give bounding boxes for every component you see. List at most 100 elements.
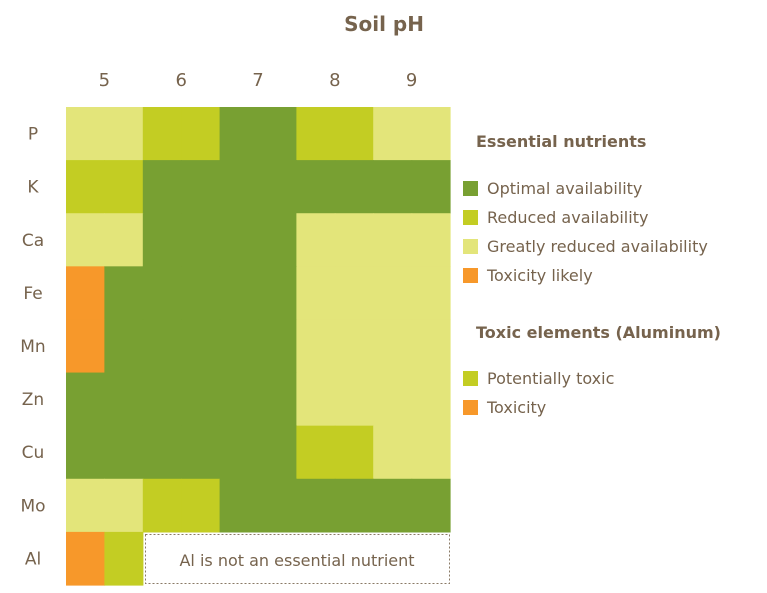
legend-swatch xyxy=(463,180,478,196)
cell-ca-greatly_reduced xyxy=(66,213,105,267)
cell-mn-optimal xyxy=(181,319,221,374)
x-tick-label: 8 xyxy=(329,70,340,91)
cell-mo-optimal xyxy=(296,478,336,533)
annotation-box xyxy=(145,534,450,584)
cell-p-greatly_reduced xyxy=(66,107,105,161)
row-label: Mn xyxy=(20,337,45,357)
legend-label: Greatly reduced availability xyxy=(487,236,708,256)
cell-fe-greatly_reduced xyxy=(411,266,451,321)
cell-p-optimal xyxy=(258,107,297,161)
cell-mn-greatly_reduced xyxy=(373,319,413,374)
cell-zn-greatly_reduced xyxy=(373,372,413,427)
cell-mn-toxic xyxy=(66,319,105,374)
cell-ca-optimal xyxy=(142,213,182,267)
cell-p-greatly_reduced xyxy=(104,107,144,161)
cell-cu-optimal xyxy=(142,425,182,480)
cell-cu-reduced xyxy=(296,425,336,480)
legend-item: Reduced availability xyxy=(463,207,648,227)
legend-label: Potentially toxic xyxy=(487,368,615,388)
legend-swatch xyxy=(463,370,478,386)
cell-cu-greatly_reduced xyxy=(411,425,451,480)
cell-fe-greatly_reduced xyxy=(296,266,336,321)
cell-p-reduced xyxy=(334,107,374,161)
cell-mo-reduced xyxy=(142,478,182,533)
cell-fe-optimal xyxy=(258,266,297,321)
legend-swatch xyxy=(463,238,478,254)
cell-fe-optimal xyxy=(142,266,182,321)
cell-ca-greatly_reduced xyxy=(104,213,144,267)
cell-k-reduced xyxy=(104,160,144,214)
row-label: K xyxy=(27,178,39,198)
cell-p-greatly_reduced xyxy=(411,107,451,161)
row-label: Fe xyxy=(23,284,42,304)
cell-mo-optimal xyxy=(219,478,259,533)
cell-mn-optimal xyxy=(219,319,259,374)
cell-p-reduced xyxy=(181,107,221,161)
cell-k-reduced xyxy=(66,160,105,214)
legend-group-title: Essential nutrients xyxy=(476,132,647,151)
row-label: Al xyxy=(25,549,41,569)
cell-cu-optimal xyxy=(66,425,105,480)
legend-swatch xyxy=(463,399,478,415)
cell-mo-reduced xyxy=(181,478,221,533)
cell-ca-greatly_reduced xyxy=(411,213,451,267)
cell-mo-greatly_reduced xyxy=(66,478,105,533)
cell-zn-greatly_reduced xyxy=(411,372,451,427)
legend-label: Reduced availability xyxy=(487,207,649,227)
cell-cu-greatly_reduced xyxy=(373,425,413,480)
cell-k-optimal xyxy=(142,160,182,214)
legend-item: Greatly reduced availability xyxy=(463,236,708,256)
legend-item: Toxicity likely xyxy=(463,265,593,285)
x-tick-label: 7 xyxy=(252,70,263,91)
cell-p-reduced xyxy=(296,107,336,161)
legend-swatch xyxy=(463,267,478,283)
cell-al-reduced xyxy=(104,531,144,586)
cell-zn-optimal xyxy=(258,372,297,427)
row-label: P xyxy=(28,125,38,145)
cell-mn-greatly_reduced xyxy=(334,319,374,374)
cell-k-optimal xyxy=(296,160,336,214)
cell-zn-greatly_reduced xyxy=(296,372,336,427)
cell-cu-optimal xyxy=(258,425,297,480)
cell-zn-optimal xyxy=(66,372,105,427)
legend-swatch xyxy=(463,209,478,225)
cell-fe-toxic xyxy=(66,266,105,321)
legend-label: Toxicity likely xyxy=(487,265,593,285)
cell-cu-optimal xyxy=(104,425,144,480)
cell-zn-greatly_reduced xyxy=(334,372,374,427)
cell-mo-optimal xyxy=(411,478,451,533)
cell-mn-greatly_reduced xyxy=(296,319,336,374)
cell-mn-greatly_reduced xyxy=(411,319,451,374)
cell-k-optimal xyxy=(373,160,413,214)
cell-ca-greatly_reduced xyxy=(334,213,374,267)
cell-mo-optimal xyxy=(334,478,374,533)
cell-ca-greatly_reduced xyxy=(296,213,336,267)
x-tick-label: 5 xyxy=(99,70,110,91)
chart-title: Soil pH xyxy=(344,12,424,36)
cell-cu-optimal xyxy=(219,425,259,480)
cell-zn-optimal xyxy=(104,372,144,427)
legend-item: Optimal availability xyxy=(463,178,642,198)
cell-p-greatly_reduced xyxy=(373,107,413,161)
cell-fe-optimal xyxy=(104,266,144,321)
x-tick-label: 6 xyxy=(175,70,186,91)
cell-ca-optimal xyxy=(181,213,221,267)
cell-k-optimal xyxy=(411,160,451,214)
cell-ca-optimal xyxy=(219,213,259,267)
cell-ca-optimal xyxy=(258,213,297,267)
cell-mn-optimal xyxy=(258,319,297,374)
cell-k-optimal xyxy=(334,160,374,214)
cell-cu-optimal xyxy=(181,425,221,480)
annotation-text: Al is not an essential nutrient xyxy=(179,551,414,570)
cell-fe-optimal xyxy=(219,266,259,321)
legend-item: Toxicity xyxy=(463,397,546,417)
cell-k-optimal xyxy=(258,160,297,214)
cell-fe-greatly_reduced xyxy=(373,266,413,321)
cell-mo-optimal xyxy=(258,478,297,533)
cell-zn-optimal xyxy=(142,372,182,427)
cell-p-optimal xyxy=(219,107,259,161)
cell-al-toxic xyxy=(66,531,105,586)
legend-item: Potentially toxic xyxy=(463,368,614,388)
cell-fe-greatly_reduced xyxy=(334,266,374,321)
legend-group-title: Toxic elements (Aluminum) xyxy=(476,323,721,342)
